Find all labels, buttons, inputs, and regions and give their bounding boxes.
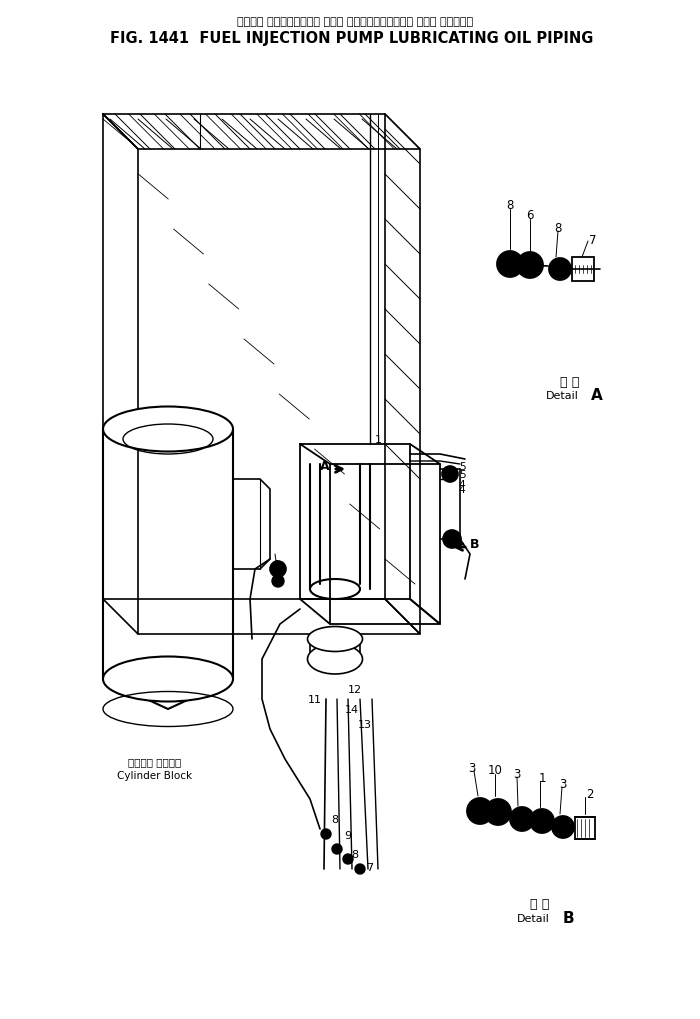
Text: A: A	[591, 388, 603, 404]
Circle shape	[510, 807, 534, 832]
Circle shape	[332, 844, 342, 854]
Ellipse shape	[307, 627, 363, 652]
Bar	[572, 258, 594, 281]
Circle shape	[537, 816, 547, 826]
Circle shape	[505, 260, 515, 270]
Circle shape	[343, 854, 353, 864]
Circle shape	[321, 829, 331, 840]
Text: 11: 11	[308, 694, 322, 704]
Circle shape	[556, 266, 564, 274]
Text: 1: 1	[538, 770, 546, 784]
Text: FIG. 1441  FUEL INJECTION PUMP LUBRICATING OIL PIPING: FIG. 1441 FUEL INJECTION PUMP LUBRICATIN…	[111, 31, 594, 46]
Text: 6: 6	[526, 208, 533, 221]
Text: 2: 2	[587, 788, 594, 801]
Text: Cylinder Block: Cylinder Block	[118, 770, 192, 781]
Text: 5: 5	[458, 470, 466, 480]
Circle shape	[442, 467, 458, 483]
Text: 3: 3	[559, 776, 567, 790]
Circle shape	[530, 809, 554, 834]
Text: A: A	[320, 460, 330, 473]
Text: Detail: Detail	[545, 390, 578, 400]
Circle shape	[549, 259, 571, 280]
Circle shape	[275, 567, 281, 573]
Circle shape	[525, 261, 535, 271]
Text: 5: 5	[458, 462, 466, 472]
Text: 9: 9	[344, 830, 351, 841]
Text: 8: 8	[331, 814, 339, 824]
Circle shape	[443, 531, 461, 548]
Text: 4: 4	[458, 484, 466, 494]
Text: 6: 6	[273, 559, 279, 570]
Text: シリンダ ブロック: シリンダ ブロック	[128, 756, 181, 766]
Ellipse shape	[307, 644, 363, 675]
Circle shape	[467, 798, 493, 824]
Text: 3: 3	[513, 766, 521, 780]
Text: 8: 8	[506, 199, 514, 211]
Circle shape	[517, 814, 527, 824]
Text: フェエル インジェクション ポンプ ルーブリケーティシグ オイル パイピング: フェエル インジェクション ポンプ ルーブリケーティシグ オイル パイピング	[237, 17, 473, 26]
Text: B: B	[470, 538, 480, 551]
Ellipse shape	[103, 657, 233, 702]
Circle shape	[475, 806, 485, 816]
Text: 13: 13	[358, 719, 372, 730]
Circle shape	[493, 807, 503, 817]
Text: 10: 10	[488, 763, 503, 775]
Circle shape	[270, 561, 286, 578]
Circle shape	[447, 472, 453, 478]
Text: 7: 7	[589, 233, 596, 247]
Circle shape	[497, 252, 523, 278]
Text: 7: 7	[366, 862, 374, 872]
Text: 8: 8	[351, 849, 358, 859]
Circle shape	[355, 864, 365, 874]
Circle shape	[517, 253, 543, 279]
Circle shape	[559, 823, 567, 832]
Text: 8: 8	[554, 221, 561, 234]
Circle shape	[552, 816, 574, 839]
Text: 14: 14	[345, 704, 359, 714]
Text: 3: 3	[468, 761, 476, 773]
Ellipse shape	[103, 408, 233, 452]
Circle shape	[485, 799, 511, 825]
Text: 1: 1	[374, 434, 382, 444]
Text: Detail: Detail	[517, 913, 550, 923]
Text: 詳 細: 詳 細	[560, 375, 580, 388]
Circle shape	[272, 576, 284, 587]
Bar	[575, 817, 595, 840]
Text: B: B	[562, 911, 574, 925]
Text: 詳 細: 詳 細	[531, 898, 550, 911]
Text: 12: 12	[348, 685, 362, 694]
Text: 4: 4	[458, 480, 466, 489]
